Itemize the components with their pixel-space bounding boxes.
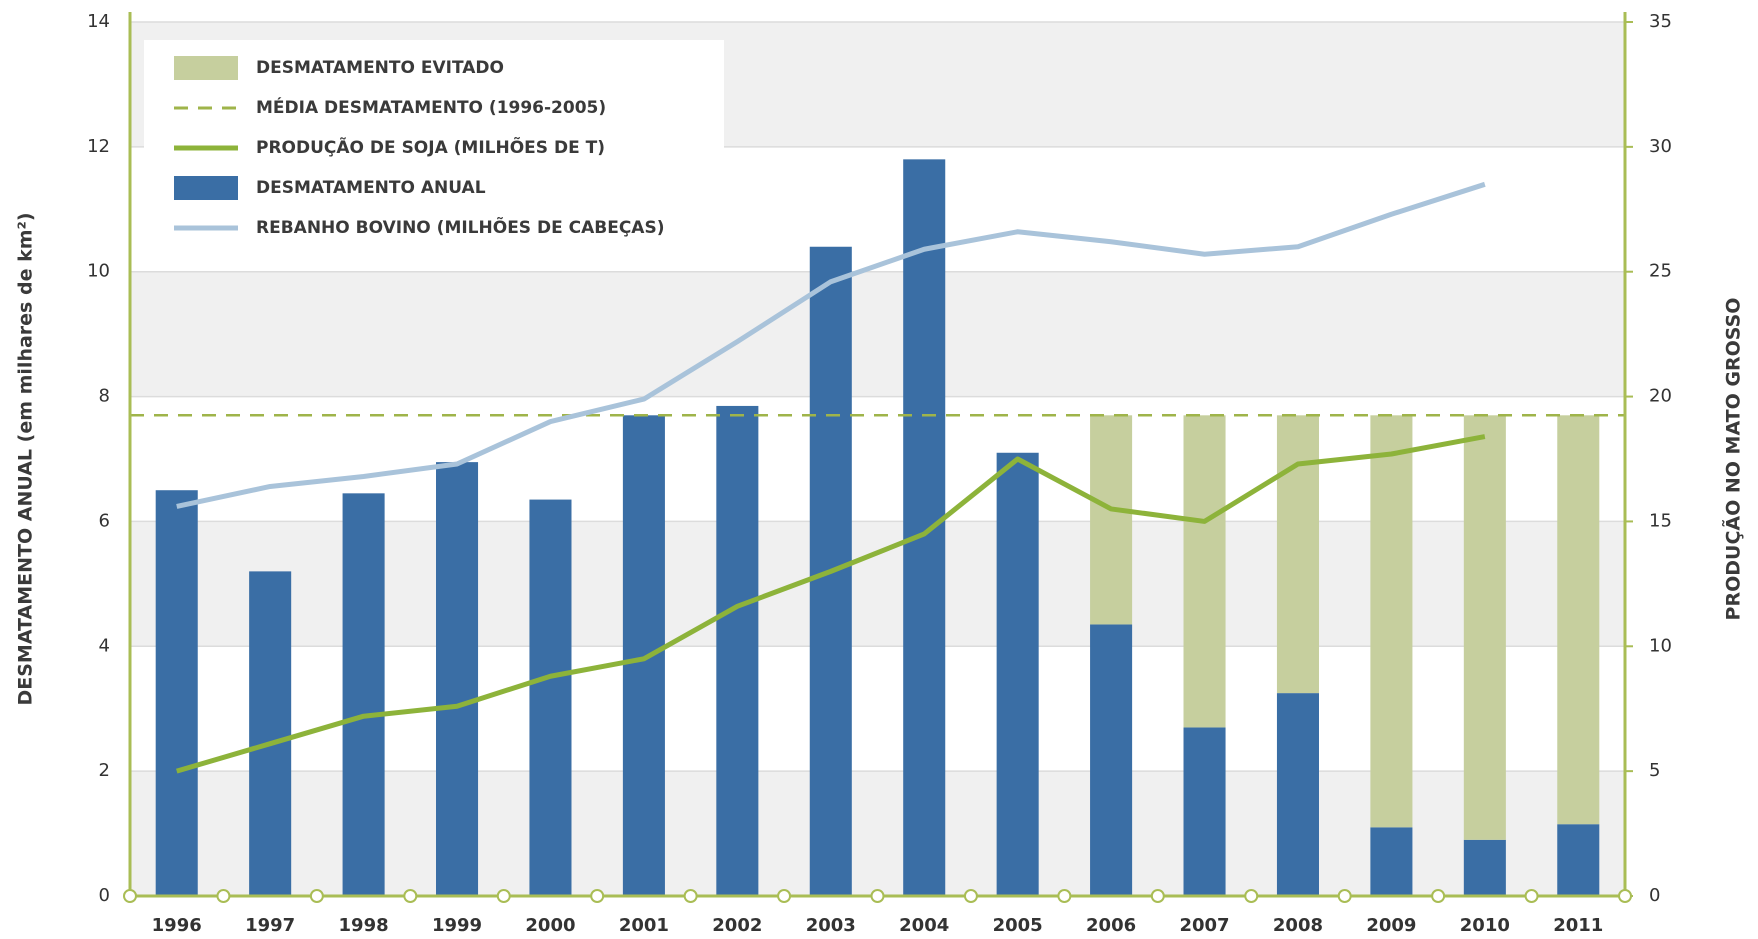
y-tick-label: 0 — [99, 885, 110, 906]
bar — [529, 499, 572, 896]
y2-tick-label: 0 — [1649, 885, 1660, 906]
y2-tick-label: 5 — [1649, 760, 1660, 781]
line — [176, 181, 1486, 509]
x-axis-node — [963, 889, 978, 903]
x-tick-label: 1999 — [432, 915, 482, 936]
stacked-bar — [1276, 415, 1319, 694]
stacked-bar — [1557, 415, 1600, 825]
stacked-bar — [1370, 415, 1413, 828]
stacked-bar — [1090, 415, 1133, 625]
x-tick-label: 2011 — [1553, 915, 1603, 936]
x-tick-label: 2000 — [525, 915, 575, 936]
y-tick-label: 14 — [87, 11, 110, 32]
y2-axis-label: PRODUÇÃO NO MATO GROSSO — [1721, 298, 1745, 621]
y-tick-label: 12 — [87, 136, 110, 157]
x-tick-label: 2001 — [619, 915, 669, 936]
y-tick-label: 10 — [87, 261, 110, 282]
x-axis-node — [216, 889, 231, 903]
bar — [249, 571, 292, 896]
y-tick-label: 8 — [99, 386, 110, 407]
x-axis-node — [1431, 889, 1446, 903]
x-axis-node — [683, 889, 698, 903]
x-axis-node — [870, 889, 885, 903]
bar — [436, 462, 479, 896]
y2-tick-label: 20 — [1649, 386, 1672, 407]
x-axis-node — [1057, 889, 1072, 903]
bar — [903, 159, 946, 897]
bar — [342, 493, 385, 896]
bar — [1370, 827, 1413, 896]
bar — [1276, 693, 1319, 896]
legend-label: DESMATAMENTO ANUAL — [256, 178, 486, 198]
legend-box — [144, 40, 724, 252]
stacked-bar — [1183, 415, 1226, 728]
x-axis-node — [123, 889, 137, 903]
x-axis-node — [590, 889, 605, 903]
x-tick-label: 2002 — [712, 915, 762, 936]
x-tick-label: 2006 — [1086, 915, 1136, 936]
x-axis-node — [496, 889, 511, 903]
y-tick-label: 4 — [99, 635, 110, 656]
legend-label: DESMATAMENTO EVITADO — [256, 58, 504, 78]
y2-tick-label: 15 — [1649, 510, 1672, 531]
legend-label: PRODUÇÃO DE SOJA (MILHÕES DE T) — [256, 135, 605, 158]
x-axis-node — [1150, 889, 1165, 903]
bar — [1090, 624, 1133, 896]
legend-label: REBANHO BOVINO (MILHÕES DE CABEÇAS) — [256, 215, 664, 238]
x-axis-node — [777, 889, 792, 903]
y2-tick-label: 35 — [1649, 11, 1672, 32]
grid-band — [130, 271, 1625, 397]
y2-tick-label: 30 — [1649, 136, 1672, 157]
bar — [1183, 727, 1226, 896]
x-tick-label: 2010 — [1460, 915, 1510, 936]
x-axis-node — [309, 889, 324, 903]
legend-swatch — [174, 176, 238, 200]
x-tick-label: 1997 — [245, 915, 295, 936]
x-axis-node — [1244, 889, 1259, 903]
bar — [996, 452, 1039, 896]
x-tick-label: 1996 — [152, 915, 202, 936]
y2-tick-label: 25 — [1649, 261, 1672, 282]
x-tick-label: 2008 — [1273, 915, 1323, 936]
bar — [1557, 824, 1600, 896]
x-tick-label: 2004 — [899, 915, 949, 936]
bar — [1463, 839, 1506, 896]
y-axis-label: DESMATAMENTO ANUAL (em milhares de km²) — [15, 212, 37, 705]
legend-label: MÉDIA DESMATAMENTO (1996-2005) — [256, 96, 606, 118]
y-tick-label: 6 — [99, 510, 110, 531]
y2-tick-label: 10 — [1649, 635, 1672, 656]
line — [176, 434, 1486, 774]
x-tick-label: 2007 — [1179, 915, 1229, 936]
bar — [155, 490, 198, 896]
x-tick-label: 1998 — [339, 915, 389, 936]
bar — [622, 415, 665, 896]
stacked-bar — [1463, 415, 1506, 840]
bar — [716, 405, 759, 896]
legend-swatch — [174, 56, 238, 80]
x-axis-node — [1618, 889, 1632, 903]
x-axis-node — [1524, 889, 1539, 903]
x-tick-label: 2003 — [806, 915, 856, 936]
x-tick-label: 2009 — [1366, 915, 1416, 936]
x-axis-node — [1337, 889, 1352, 903]
x-tick-label: 2005 — [993, 915, 1043, 936]
x-axis-node — [403, 889, 418, 903]
y-tick-label: 2 — [99, 760, 110, 781]
